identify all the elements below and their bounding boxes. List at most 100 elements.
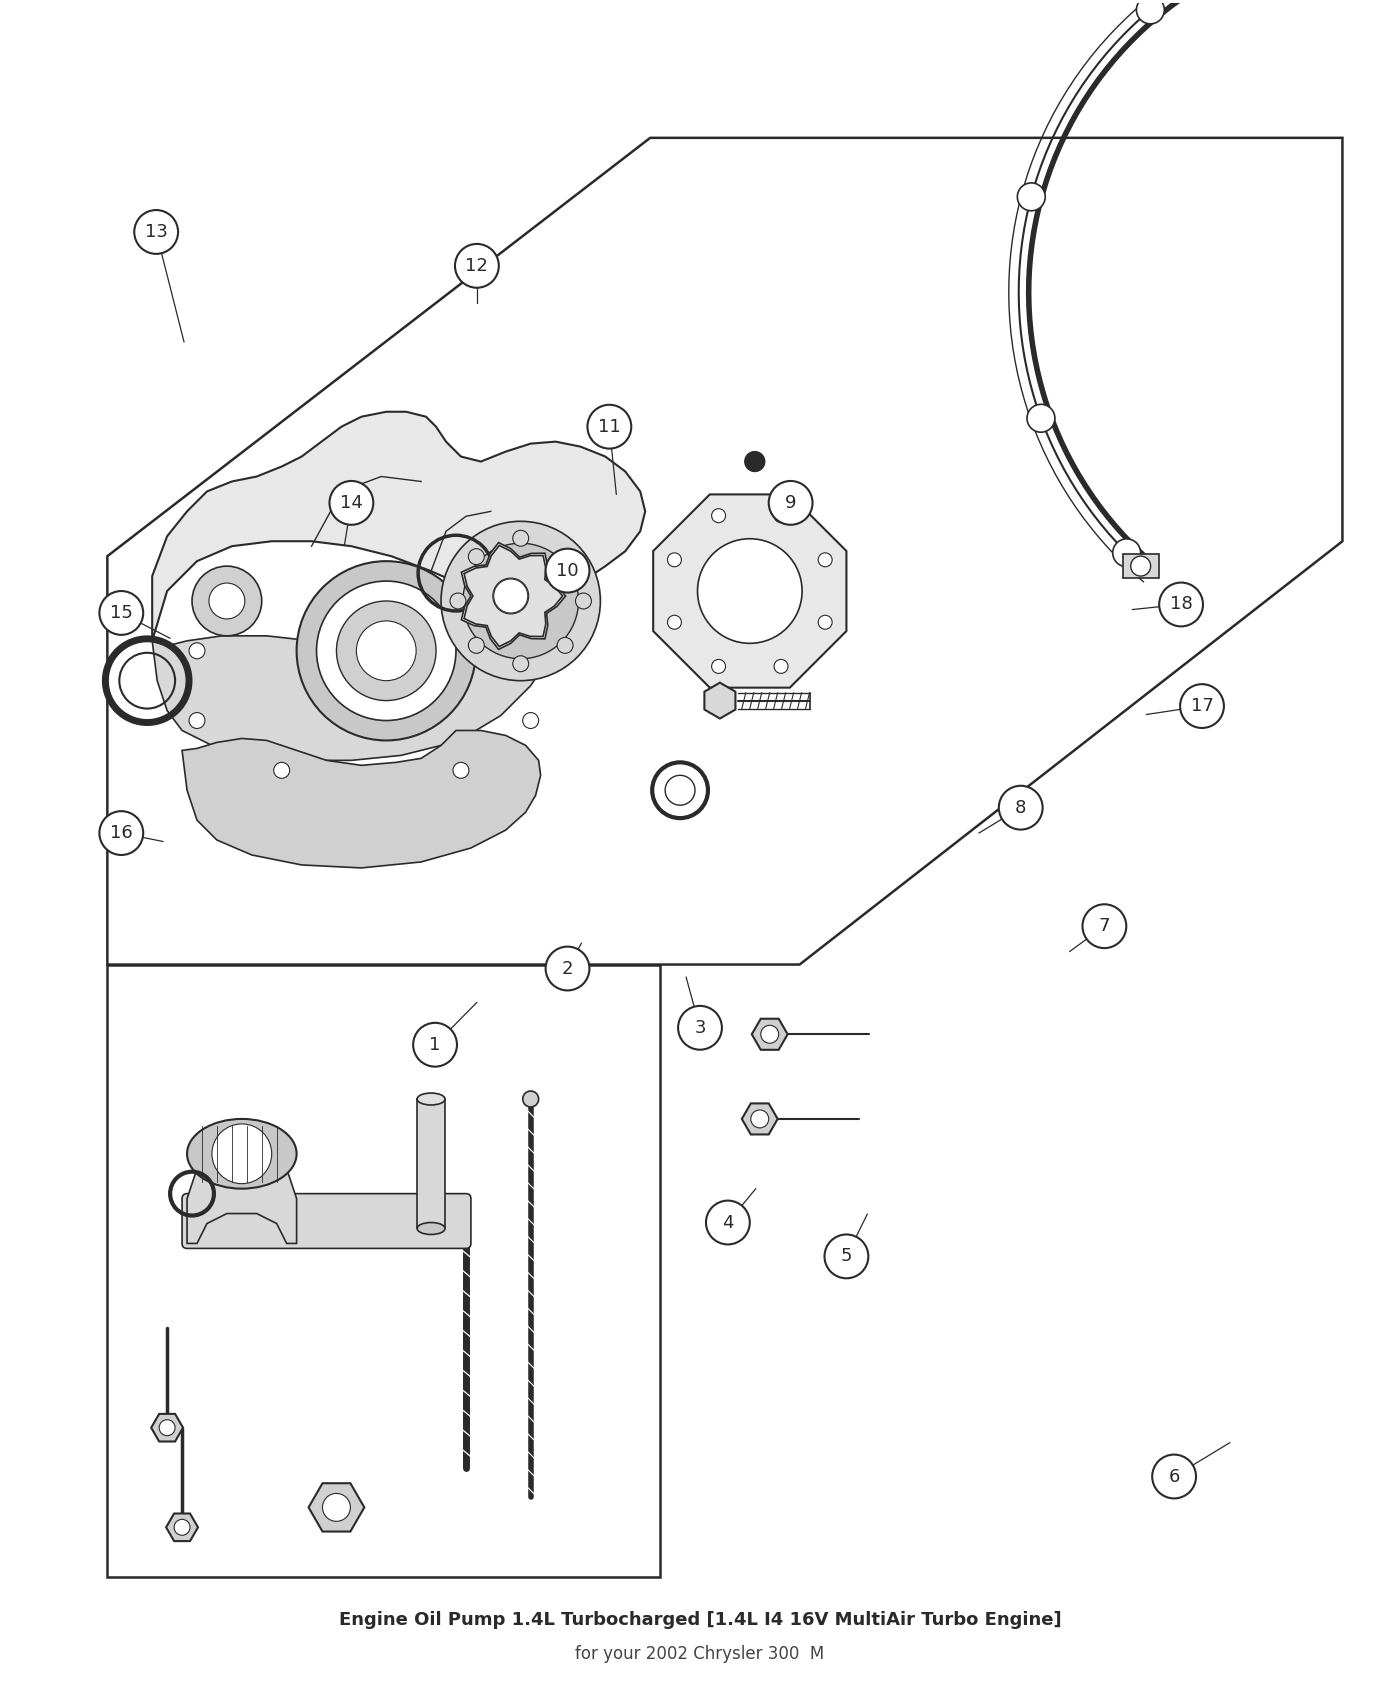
Circle shape bbox=[745, 452, 764, 471]
Polygon shape bbox=[167, 1513, 197, 1542]
Circle shape bbox=[546, 549, 589, 593]
Circle shape bbox=[192, 566, 262, 636]
Circle shape bbox=[209, 583, 245, 619]
Text: 5: 5 bbox=[840, 1248, 853, 1265]
Polygon shape bbox=[188, 1149, 297, 1243]
Text: 18: 18 bbox=[1170, 595, 1193, 614]
Text: 2: 2 bbox=[561, 959, 573, 978]
Text: 7: 7 bbox=[1099, 918, 1110, 935]
Circle shape bbox=[557, 638, 573, 653]
Circle shape bbox=[486, 546, 575, 636]
Circle shape bbox=[469, 549, 484, 564]
Circle shape bbox=[588, 405, 631, 449]
Polygon shape bbox=[462, 542, 566, 649]
Text: 10: 10 bbox=[556, 561, 578, 580]
Circle shape bbox=[774, 660, 788, 673]
Circle shape bbox=[455, 243, 498, 287]
Circle shape bbox=[774, 508, 788, 522]
Text: 9: 9 bbox=[785, 495, 797, 512]
Polygon shape bbox=[108, 138, 1343, 964]
Text: 1: 1 bbox=[430, 1035, 441, 1054]
Text: Engine Oil Pump 1.4L Turbocharged [1.4L I4 16V MultiAir Turbo Engine]: Engine Oil Pump 1.4L Turbocharged [1.4L … bbox=[339, 1612, 1061, 1629]
Text: 3: 3 bbox=[694, 1018, 706, 1037]
Circle shape bbox=[329, 481, 374, 525]
Circle shape bbox=[357, 620, 416, 680]
Text: 8: 8 bbox=[1015, 799, 1026, 816]
Ellipse shape bbox=[417, 1093, 445, 1105]
Circle shape bbox=[1137, 0, 1165, 24]
Circle shape bbox=[1152, 1455, 1196, 1498]
Polygon shape bbox=[153, 411, 645, 641]
Circle shape bbox=[1159, 583, 1203, 626]
Circle shape bbox=[189, 643, 204, 660]
Circle shape bbox=[463, 544, 578, 660]
FancyBboxPatch shape bbox=[182, 1193, 470, 1248]
Circle shape bbox=[760, 1025, 778, 1044]
Circle shape bbox=[413, 1023, 456, 1066]
Circle shape bbox=[557, 549, 573, 564]
Circle shape bbox=[711, 660, 725, 673]
Circle shape bbox=[1018, 184, 1046, 211]
Circle shape bbox=[575, 593, 591, 609]
Circle shape bbox=[522, 712, 539, 729]
Circle shape bbox=[273, 762, 290, 779]
Polygon shape bbox=[108, 964, 661, 1578]
Text: for your 2002 Chrysler 300  M: for your 2002 Chrysler 300 M bbox=[575, 1646, 825, 1663]
Text: 6: 6 bbox=[1169, 1467, 1180, 1486]
Circle shape bbox=[336, 602, 435, 700]
Circle shape bbox=[1180, 683, 1224, 728]
Circle shape bbox=[189, 712, 204, 729]
Circle shape bbox=[1082, 904, 1127, 949]
Polygon shape bbox=[308, 1482, 364, 1532]
Text: 16: 16 bbox=[111, 824, 133, 842]
Circle shape bbox=[697, 539, 802, 643]
Text: 4: 4 bbox=[722, 1214, 734, 1231]
Circle shape bbox=[668, 552, 682, 566]
Polygon shape bbox=[182, 731, 540, 869]
Ellipse shape bbox=[417, 1222, 445, 1234]
Circle shape bbox=[678, 1006, 722, 1049]
Circle shape bbox=[316, 581, 456, 721]
Text: 11: 11 bbox=[598, 418, 620, 435]
Polygon shape bbox=[151, 1414, 183, 1442]
Bar bbox=[417, 1098, 445, 1229]
Circle shape bbox=[515, 576, 546, 605]
Circle shape bbox=[160, 1420, 175, 1436]
Circle shape bbox=[449, 593, 466, 609]
Text: 13: 13 bbox=[144, 223, 168, 241]
Circle shape bbox=[503, 563, 559, 619]
Polygon shape bbox=[153, 631, 546, 760]
Polygon shape bbox=[463, 546, 563, 646]
Circle shape bbox=[818, 615, 832, 629]
Text: 15: 15 bbox=[109, 604, 133, 622]
Circle shape bbox=[469, 638, 484, 653]
Circle shape bbox=[441, 522, 601, 680]
Circle shape bbox=[711, 508, 725, 522]
Circle shape bbox=[493, 578, 529, 614]
Circle shape bbox=[818, 552, 832, 566]
Ellipse shape bbox=[188, 1119, 297, 1188]
Circle shape bbox=[174, 1520, 190, 1535]
Circle shape bbox=[211, 1124, 272, 1183]
Circle shape bbox=[522, 1091, 539, 1107]
Circle shape bbox=[668, 615, 682, 629]
Polygon shape bbox=[654, 495, 847, 688]
Circle shape bbox=[769, 481, 812, 525]
Circle shape bbox=[1131, 556, 1151, 576]
Circle shape bbox=[512, 530, 529, 546]
Circle shape bbox=[1028, 405, 1054, 432]
Circle shape bbox=[546, 947, 589, 991]
Polygon shape bbox=[704, 683, 735, 719]
Circle shape bbox=[322, 1493, 350, 1522]
Circle shape bbox=[134, 211, 178, 253]
Text: 14: 14 bbox=[340, 495, 363, 512]
Text: 12: 12 bbox=[465, 257, 489, 275]
Circle shape bbox=[553, 653, 568, 668]
Circle shape bbox=[998, 785, 1043, 830]
Circle shape bbox=[1113, 539, 1141, 566]
Circle shape bbox=[99, 592, 143, 634]
Text: 17: 17 bbox=[1190, 697, 1214, 716]
Polygon shape bbox=[1123, 554, 1159, 578]
Polygon shape bbox=[742, 1103, 777, 1134]
Polygon shape bbox=[752, 1018, 788, 1051]
